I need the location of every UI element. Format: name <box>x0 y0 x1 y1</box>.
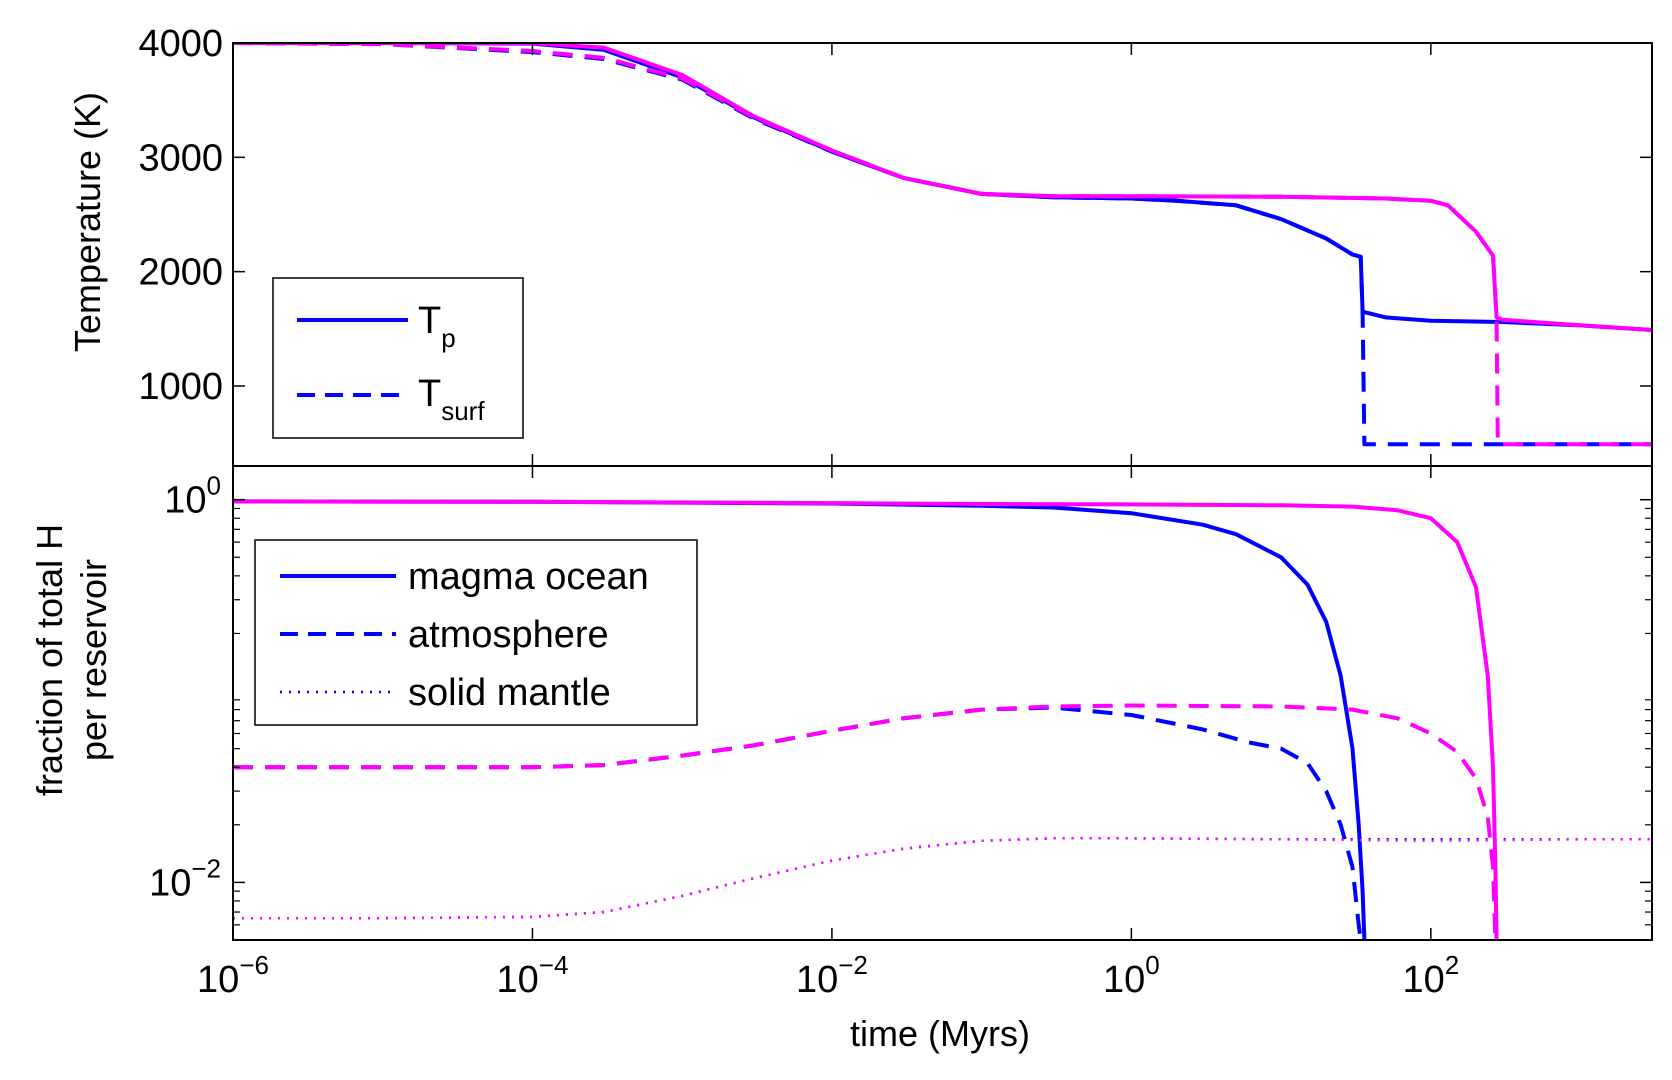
bottom-series-blue-dotted <box>233 837 1652 920</box>
top-y-tick-label: 1000 <box>138 366 223 408</box>
bottom-legend-box <box>254 539 698 726</box>
bottom-series-magenta-dotted <box>233 837 1652 920</box>
legend-tp-label: Tp <box>418 300 456 353</box>
legend-magma-label: magma ocean <box>408 556 649 598</box>
bottom-series-blue-dashed <box>233 705 1363 940</box>
bottom-legend: magma ocean atmosphere solid mantle <box>254 539 698 726</box>
top-legend: Tp Tsurf <box>272 277 524 439</box>
bottom-axes-frame <box>232 465 1653 941</box>
top-y-tick-label: 2000 <box>138 252 223 294</box>
legend-atmosphere-label: atmosphere <box>408 614 609 656</box>
bottom-y-tick-label: 100 <box>164 471 221 522</box>
bottom-series-magenta-dashed <box>233 703 1498 940</box>
legend-mantle-label: solid mantle <box>408 672 611 714</box>
x-tick-label: 10−4 <box>496 950 568 1001</box>
x-tick-label: 10−2 <box>796 950 868 1001</box>
top-y-tick-label: 3000 <box>138 137 223 179</box>
bottom-panel-hydrogen-fraction: 10−2 100 10−6 10−4 10−2 100 102 <box>149 465 1653 1001</box>
top-series-magenta-dashed <box>233 43 1652 447</box>
top-series-blue-dashed <box>233 43 1652 447</box>
bottom-series-magenta-solid <box>233 499 1499 940</box>
x-axis-label: time (Myrs) <box>850 1013 1030 1054</box>
legend-tsurf-label: Tsurf <box>418 373 485 426</box>
bottom-y-tick-label: 10−2 <box>149 853 221 904</box>
bottom-series-group <box>233 499 1652 940</box>
x-tick-label: 100 <box>1103 950 1160 1001</box>
bottom-y-axis-label: fraction of total Hper reservoir <box>29 524 114 796</box>
top-y-axis-label: Temperature (K) <box>67 92 108 352</box>
top-legend-box <box>272 277 524 439</box>
x-tick-label: 102 <box>1402 950 1459 1001</box>
top-y-tick-label: 4000 <box>138 23 223 65</box>
x-tick-label: 10−6 <box>197 950 269 1001</box>
top-series-group <box>233 43 1652 447</box>
